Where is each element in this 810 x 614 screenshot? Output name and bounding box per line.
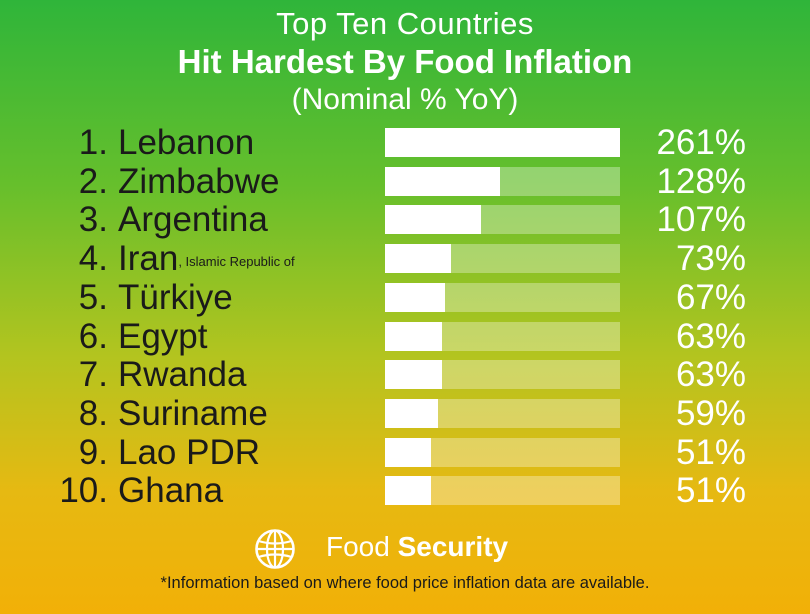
value-label: 63% [675, 316, 746, 356]
bar [385, 282, 446, 312]
bar [385, 437, 431, 467]
category-label: Lao PDR [118, 432, 261, 472]
category-label: Lebanon [118, 124, 254, 162]
bar [385, 360, 442, 390]
rank-label: 6. [78, 316, 108, 356]
chart-row: 8. Suriname 59% [0, 393, 810, 433]
rank-label: 3. [78, 200, 108, 240]
chart-row: 9. Lao PDR 51% [0, 432, 810, 472]
category-label: Türkiye [118, 277, 233, 317]
category-label: Rwanda [118, 356, 246, 394]
bar-track [385, 166, 620, 196]
country-name: Argentina [118, 200, 268, 240]
logo-text-regular: Food [326, 531, 390, 562]
country-name: Egypt [118, 316, 208, 356]
chart-row: 10. Ghana 51% [0, 472, 810, 510]
rank-label: 9. [78, 432, 108, 472]
country-name: Ghana [118, 471, 224, 511]
title-line-1: Top Ten Countries [276, 6, 534, 41]
bar-track [385, 321, 620, 351]
rank-label: 1. [78, 123, 108, 162]
footnote: *Information based on where food price i… [160, 574, 650, 592]
country-name: Lebanon [118, 123, 255, 162]
bar-track [385, 128, 620, 157]
category-label: Argentina [118, 201, 268, 239]
category-label: Egypt [118, 316, 208, 356]
value-label: 261% [656, 123, 746, 162]
rank-label: 4. [78, 239, 108, 279]
chart-row: 5. Türkiye 67% [0, 277, 810, 317]
country-name: Zimbabwe [118, 161, 280, 201]
country-name: Rwanda [118, 355, 247, 395]
globe-icon [255, 529, 295, 569]
category-label: Zimbabwe [118, 161, 280, 201]
value-label: 128% [656, 161, 746, 201]
country-name: Suriname [118, 393, 268, 433]
chart-row: 1. Lebanon 261% [0, 124, 810, 162]
category-label: Suriname [118, 393, 268, 433]
bar-track [385, 437, 620, 467]
bar [385, 205, 482, 235]
rank-label: 10. [59, 471, 108, 511]
food-security-logo: Food Security [254, 527, 554, 571]
category-label: Ghana [118, 472, 223, 510]
bar [385, 398, 439, 428]
rank-label: 7. [78, 355, 108, 395]
bar-track [385, 205, 620, 235]
bar-track [385, 282, 620, 312]
value-label: 107% [656, 200, 746, 240]
bar [385, 321, 442, 351]
country-qualifier: , Islamic Republic of [178, 254, 295, 270]
category-label: Iran, Islamic Republic of [118, 240, 295, 281]
chart-row: 3. Argentina 107% [0, 201, 810, 239]
value-label: 51% [675, 471, 746, 511]
bar-track [385, 360, 620, 390]
title-line-3: (Nominal % YoY) [291, 83, 519, 116]
chart-row: 4. Iran, Islamic Republic of 73% [0, 240, 810, 278]
value-label: 59% [675, 393, 746, 433]
title-line-2: Hit Hardest By Food Inflation [177, 43, 633, 80]
bar [385, 476, 431, 506]
value-label: 63% [675, 355, 746, 395]
logo-text-bold: Security [397, 531, 509, 562]
country-name: Lao PDR [118, 432, 261, 472]
bar [385, 166, 501, 196]
bar [385, 128, 620, 157]
bar-track [385, 398, 620, 428]
chart-row: 7. Rwanda 63% [0, 356, 810, 394]
bar-track [385, 244, 620, 274]
value-label: 67% [675, 277, 746, 317]
chart-row: 2. Zimbabwe 128% [0, 161, 810, 201]
value-label: 73% [675, 239, 746, 279]
value-label: 51% [675, 432, 746, 472]
logo-wordmark: Food Security [326, 531, 508, 563]
bar-track [385, 476, 620, 506]
chart-row: 6. Egypt 63% [0, 316, 810, 356]
bar [385, 244, 451, 274]
rank-label: 8. [78, 393, 108, 433]
rank-label: 5. [78, 277, 108, 317]
rank-label: 2. [78, 161, 108, 201]
country-name: Türkiye [118, 277, 233, 317]
country-name: Iran [118, 239, 179, 279]
